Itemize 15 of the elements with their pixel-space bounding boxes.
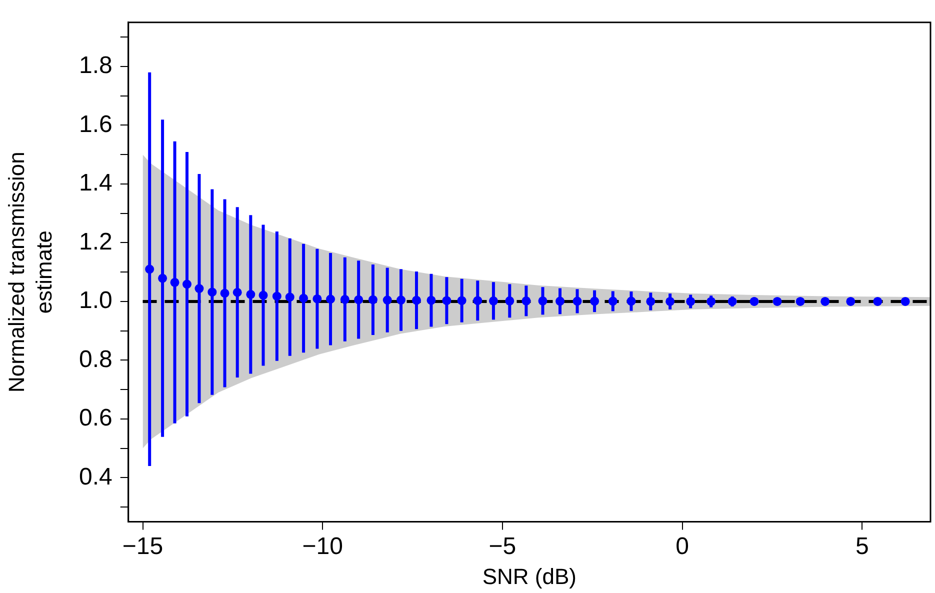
y-tick-label: 1.6 xyxy=(78,110,112,138)
y-tick-label: 1.2 xyxy=(78,228,112,256)
x-tick-label: −15 xyxy=(122,532,164,560)
y-axis-title: Normalized transmission estimate xyxy=(4,152,56,393)
x-tick-label: 5 xyxy=(855,532,869,560)
x-tick-label: −10 xyxy=(302,532,343,560)
y-tick-label: 1.8 xyxy=(78,52,112,80)
y-tick-label: 1.0 xyxy=(78,287,112,314)
y-tick-label: 0.6 xyxy=(78,404,112,432)
y-tick-label: 0.4 xyxy=(78,463,112,490)
y-tick-label: 1.4 xyxy=(78,170,112,197)
x-axis-title: SNR (dB) xyxy=(482,564,576,589)
y-tick-label: 0.8 xyxy=(78,346,112,373)
x-tick-label: 0 xyxy=(676,532,689,560)
x-tick-label: −5 xyxy=(488,532,516,560)
